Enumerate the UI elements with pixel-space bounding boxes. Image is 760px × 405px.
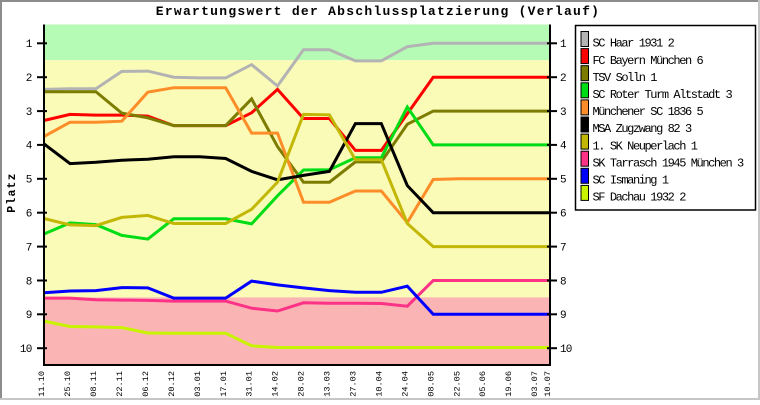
svg-text:05.06: 05.06 xyxy=(478,371,488,397)
svg-text:1. SK Neuperlach 1: 1. SK Neuperlach 1 xyxy=(593,139,698,153)
svg-text:Erwartungswert der Abschlusspl: Erwartungswert der Abschlussplatzierung … xyxy=(156,4,601,19)
svg-text:10.07: 10.07 xyxy=(543,371,553,397)
svg-text:4: 4 xyxy=(26,141,33,153)
svg-text:25.10: 25.10 xyxy=(63,371,73,397)
svg-text:10: 10 xyxy=(560,344,572,356)
svg-text:SC Haar 1931 2: SC Haar 1931 2 xyxy=(593,37,675,51)
svg-text:MSA Zugzwang 82 3: MSA Zugzwang 82 3 xyxy=(593,122,692,136)
svg-text:10.04: 10.04 xyxy=(374,371,384,397)
svg-text:SF Dachau 1932 2: SF Dachau 1932 2 xyxy=(593,191,687,205)
svg-text:Platz: Platz xyxy=(6,172,19,213)
svg-text:SK Tarrasch 1945 München 3: SK Tarrasch 1945 München 3 xyxy=(593,156,745,170)
svg-text:24.04: 24.04 xyxy=(400,371,410,397)
svg-text:19.06: 19.06 xyxy=(504,371,514,397)
svg-text:14.02: 14.02 xyxy=(271,371,281,397)
svg-text:2: 2 xyxy=(560,73,566,85)
svg-text:08.11: 08.11 xyxy=(89,371,99,397)
svg-text:03.01: 03.01 xyxy=(193,371,203,397)
svg-text:TSV Solln 1: TSV Solln 1 xyxy=(593,71,658,85)
svg-text:27.03: 27.03 xyxy=(349,371,359,397)
svg-text:22.05: 22.05 xyxy=(452,371,462,397)
svg-text:FC Bayern München 6: FC Bayern München 6 xyxy=(593,54,704,68)
svg-text:06.12: 06.12 xyxy=(141,371,151,397)
svg-text:1: 1 xyxy=(26,39,33,51)
svg-text:1: 1 xyxy=(560,39,567,51)
svg-text:SC Ismaning 1: SC Ismaning 1 xyxy=(593,174,669,188)
svg-text:SC Roter Turm Altstadt 3: SC Roter Turm Altstadt 3 xyxy=(593,88,733,102)
svg-text:5: 5 xyxy=(560,175,566,187)
svg-text:22.11: 22.11 xyxy=(115,371,125,397)
svg-text:31.01: 31.01 xyxy=(245,371,255,397)
svg-text:20.12: 20.12 xyxy=(167,371,177,397)
svg-text:13.03: 13.03 xyxy=(323,371,333,397)
svg-text:08.05: 08.05 xyxy=(426,371,436,397)
svg-text:2: 2 xyxy=(26,73,32,85)
svg-text:8: 8 xyxy=(26,276,32,288)
svg-text:6: 6 xyxy=(26,209,32,221)
svg-text:Münchener SC 1836 5: Münchener SC 1836 5 xyxy=(593,105,704,119)
svg-text:10: 10 xyxy=(20,344,32,356)
svg-text:3: 3 xyxy=(26,107,32,119)
svg-text:11.10: 11.10 xyxy=(37,371,47,397)
svg-text:5: 5 xyxy=(26,175,32,187)
svg-text:9: 9 xyxy=(26,310,32,322)
svg-text:8: 8 xyxy=(560,276,566,288)
svg-text:3: 3 xyxy=(560,107,566,119)
svg-text:17.01: 17.01 xyxy=(219,371,229,397)
svg-text:9: 9 xyxy=(560,310,566,322)
svg-text:03.07: 03.07 xyxy=(530,371,540,397)
svg-text:4: 4 xyxy=(560,141,567,153)
svg-text:6: 6 xyxy=(560,209,566,221)
svg-text:28.02: 28.02 xyxy=(297,371,307,397)
svg-text:7: 7 xyxy=(560,242,566,254)
svg-text:7: 7 xyxy=(26,242,32,254)
